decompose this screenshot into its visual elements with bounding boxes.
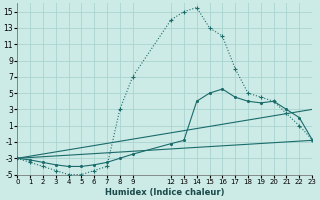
X-axis label: Humidex (Indice chaleur): Humidex (Indice chaleur) — [105, 188, 224, 197]
